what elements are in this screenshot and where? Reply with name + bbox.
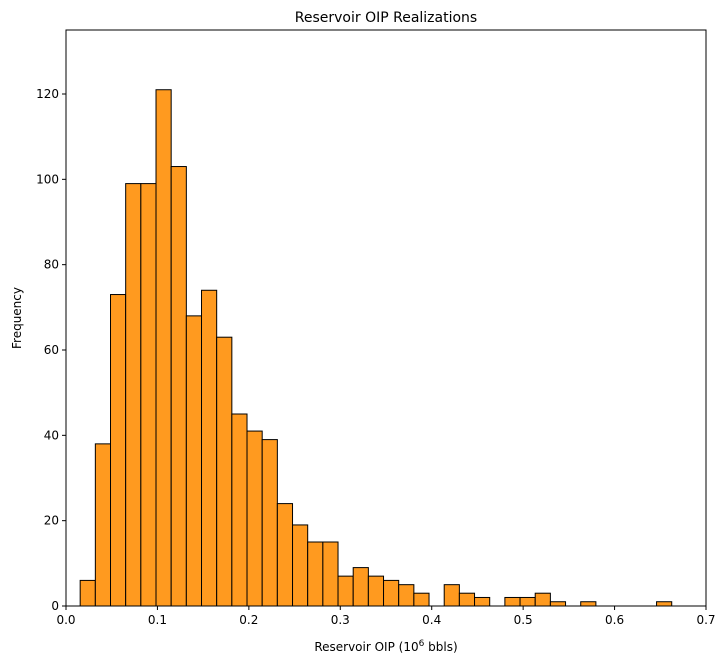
histogram-bar (170, 166, 187, 607)
plot-frame (65, 29, 707, 607)
histogram-bar (519, 596, 536, 607)
histogram-bar (580, 601, 597, 607)
histogram-bar (261, 439, 278, 607)
histogram-bar (216, 336, 233, 607)
histogram-bar (474, 596, 491, 607)
y-axis-ticks: 0 20 40 60 80 100 120 (36, 87, 66, 613)
bars-group (79, 89, 673, 607)
histogram-bar (504, 596, 521, 607)
x-axis-label-tail: bbls) (424, 640, 457, 654)
x-tick-label: 0.0 (56, 613, 75, 627)
histogram-bar (352, 567, 369, 607)
histogram-bar (398, 584, 415, 607)
y-tick-label: 100 (36, 172, 59, 186)
y-tick-label: 20 (44, 514, 59, 528)
chart-title: Reservoir OIP Realizations (295, 10, 477, 26)
y-tick-label: 40 (44, 428, 59, 442)
histogram-bar (125, 183, 142, 607)
histogram-bar (292, 524, 309, 607)
histogram-bar (656, 601, 673, 607)
histogram-bar (413, 592, 430, 607)
x-tick-label: 0.4 (422, 613, 441, 627)
x-axis-ticks: 0.0 0.1 0.2 0.3 0.4 0.5 0.6 0.7 (56, 606, 716, 627)
y-axis-label: Frequency (10, 287, 24, 349)
histogram-bar (307, 541, 324, 607)
histogram-bar (246, 430, 263, 607)
histogram-bar (110, 294, 127, 607)
histogram-bar (337, 575, 354, 607)
x-tick-label: 0.7 (696, 613, 715, 627)
histogram-bar (549, 601, 567, 607)
y-tick-label: 0 (51, 599, 59, 613)
histogram-bar (367, 575, 385, 607)
x-axis-label-sup: 6 (419, 639, 425, 649)
x-tick-label: 0.2 (239, 613, 258, 627)
histogram-bar (201, 289, 218, 607)
histogram-bar (458, 592, 476, 607)
x-axis-label-main: Reservoir OIP (10 (314, 640, 418, 654)
histogram-bar (140, 183, 157, 607)
x-tick-label: 0.3 (331, 613, 350, 627)
histogram-bar (322, 541, 339, 607)
histogram-bar (94, 443, 112, 607)
histogram-bar (276, 503, 294, 607)
histogram-bar (443, 584, 460, 607)
x-tick-label: 0.6 (605, 613, 624, 627)
x-axis-label: Reservoir OIP (106 bbls) (314, 639, 457, 654)
y-tick-label: 60 (44, 343, 59, 357)
histogram-bar (185, 315, 203, 607)
histogram-bar (534, 592, 551, 607)
histogram-bar (79, 579, 96, 607)
histogram-bar (155, 89, 172, 607)
y-tick-label: 80 (44, 258, 59, 272)
histogram-bar (231, 413, 248, 607)
x-tick-label: 0.1 (148, 613, 167, 627)
histogram-bar (383, 579, 400, 607)
x-tick-label: 0.5 (514, 613, 533, 627)
y-tick-label: 120 (36, 87, 59, 101)
